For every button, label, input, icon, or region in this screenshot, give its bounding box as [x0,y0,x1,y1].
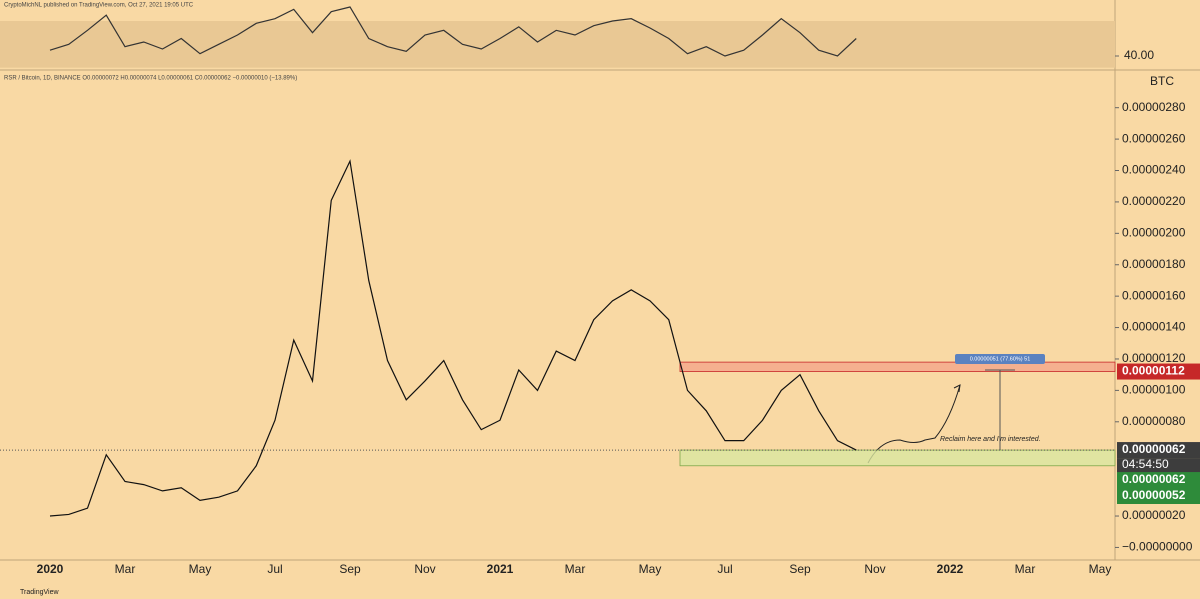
y-tick-label: 0.00000240 [1122,163,1186,177]
x-tick-label: May [639,562,662,576]
arrow [867,384,961,464]
price-label-bg [1117,363,1200,380]
y-tick-label: 0.00000160 [1122,288,1186,302]
price-label: 0.00000052 [1122,488,1186,502]
y-tick-label: 0.00000260 [1122,131,1186,145]
measure-label: 0.00000051 (77.60%) 51 [970,356,1031,362]
y-tick-label: 0.00000220 [1122,194,1186,208]
x-tick-label: Nov [414,562,435,576]
y-tick-label: −0.00000000 [1122,540,1193,554]
x-tick-label: Mar [115,562,136,576]
countdown: 04:54:50 [1122,457,1169,471]
y-tick-label: 40.00 [1124,48,1154,62]
price-label-bg [1117,488,1200,504]
y-tick-label: 0.00000100 [1122,383,1186,397]
y-tick-label: 0.00000200 [1122,226,1186,240]
annotation: Reclaim here and I'm interested. [940,436,1041,443]
x-tick-label: 2020 [37,562,64,576]
price-label: 0.00000112 [1122,364,1185,378]
price-line [49,6,857,57]
x-tick-label: Sep [789,562,811,576]
header: CryptoMichNL published on TradingView.co… [4,3,194,9]
y-tick-label: 0.00000020 [1122,508,1186,522]
price-label-bg [1117,442,1200,459]
x-tick-label: Sep [339,562,361,576]
x-tick-label: May [189,562,212,576]
countdown-bg [1117,458,1200,473]
measure-label-bg [955,353,1045,364]
y-tick-label: 0.00000140 [1122,320,1186,334]
y-tick-label: 0.00000080 [1122,414,1186,428]
axis-unit: BTC [1150,74,1174,88]
price-label-bg [1117,472,1200,488]
rsi-band [0,21,1115,68]
y-tick-label: 0.00000180 [1122,257,1186,271]
x-tick-label: Jul [267,562,282,576]
x-tick-label: May [1089,562,1112,576]
price-line [49,159,857,517]
x-tick-label: Nov [864,562,885,576]
price-label: 0.00000062 [1122,472,1186,486]
arrow-head [953,384,961,393]
y-tick-label: 0.00000120 [1122,351,1186,365]
y-tick-label: 0.00000280 [1122,100,1186,114]
x-tick-label: Mar [1015,562,1036,576]
x-tick-label: 2021 [487,562,514,576]
zone [679,361,1116,372]
price-label: 0.00000062 [1122,442,1186,456]
x-tick-label: 2022 [937,562,964,576]
x-tick-label: Mar [565,562,586,576]
zone [679,449,1116,467]
legend-text: RSR / Bitcoin, 1D, BINANCE O0.00000072 H… [4,76,297,82]
x-tick-label: Jul [717,562,732,576]
logo: TradingView [20,589,59,596]
